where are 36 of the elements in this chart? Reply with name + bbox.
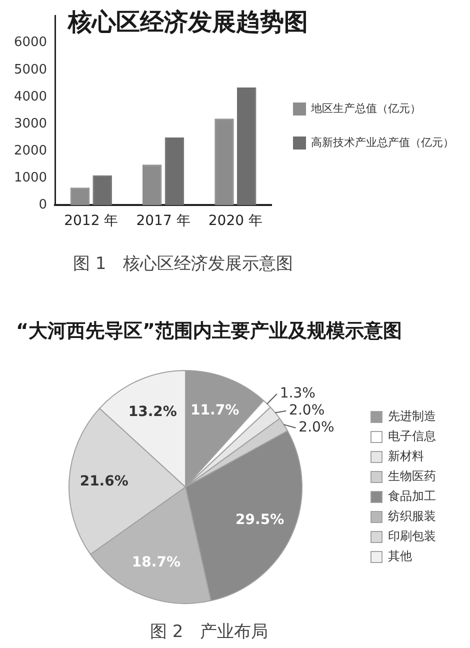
legend-label: 电子信息 [388, 429, 436, 444]
y-tick-label: 4000 [14, 89, 48, 104]
data-label: 1.3% [280, 386, 316, 402]
legend-label: 新材料 [388, 449, 424, 464]
bar [164, 138, 184, 206]
y-tick-label: 1000 [14, 170, 48, 186]
y-tick-label: 2000 [14, 143, 48, 158]
data-label: 13.2% [128, 404, 177, 420]
bar [92, 175, 112, 206]
data-label: 29.5% [236, 512, 284, 528]
x-tick-label: 2020 年 [208, 213, 262, 230]
bar [142, 164, 162, 206]
legend-label: 高新技术产业总产值（亿元） [311, 136, 454, 149]
data-label: 2.0% [289, 402, 325, 418]
bar [214, 118, 234, 206]
y-tick-label: 3000 [14, 116, 48, 132]
y-tick-label: 5000 [14, 62, 48, 78]
data-label: 11.7% [190, 402, 240, 419]
legend-label: 生物医药 [388, 469, 436, 484]
x-tick-label: 2012 年 [64, 213, 118, 230]
legend-label: 其他 [388, 549, 412, 564]
legend-label: 食品加工 [388, 489, 436, 504]
legend-label: 地区生产总值（亿元） [310, 102, 421, 115]
legend-label: 纺织服装 [388, 509, 436, 524]
legend-label: 先进制造 [388, 409, 436, 424]
data-label: 21.6% [80, 474, 128, 490]
y-tick-label: 0 [38, 198, 48, 213]
x-tick-label: 2017 年 [136, 213, 190, 230]
y-tick-label: 6000 [14, 35, 48, 50]
data-label: 2.0% [298, 420, 334, 436]
caption: 图 1 核心区经济发展示意图 [73, 253, 294, 275]
chart-title: “大河西先导区”范围内主要产业及规模示意图 [16, 319, 402, 344]
caption: 图 2 产业布局 [150, 621, 268, 643]
data-label: 18.7% [132, 554, 180, 571]
chart-title: 核心区经济发展趋势图 [68, 7, 308, 38]
legend-label: 印刷包装 [388, 529, 436, 544]
